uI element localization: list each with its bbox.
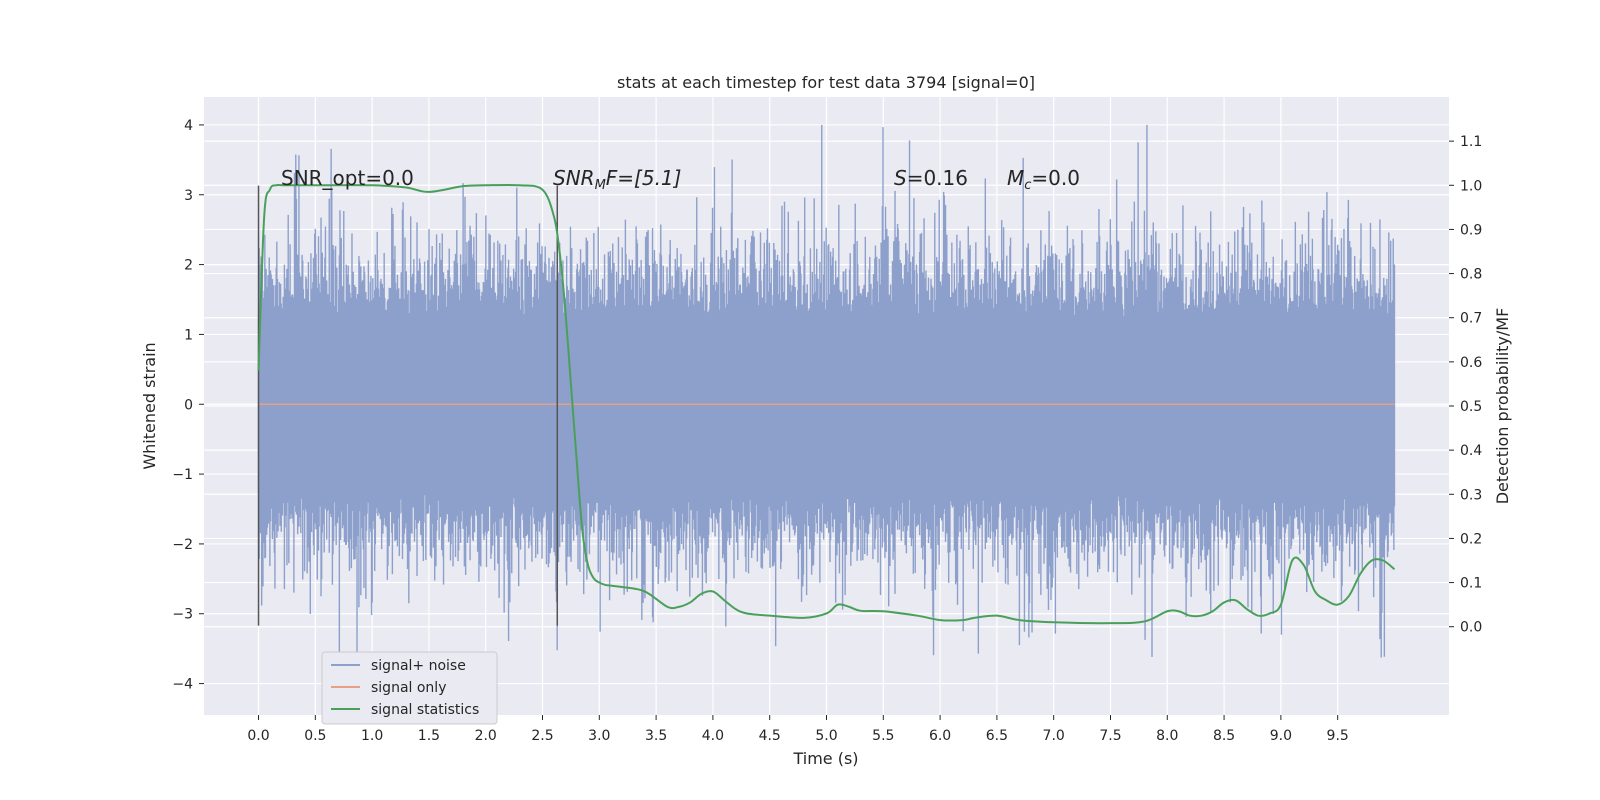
y-tick-label-right: 0.3 [1460, 487, 1482, 503]
annotation-mc-sub: c [1024, 178, 1031, 193]
x-tick-label: 5.0 [815, 728, 837, 744]
annotation-s-tail: =0.16 [907, 166, 968, 190]
x-axis-label: Time (s) [792, 749, 858, 768]
x-tick-label: 9.0 [1270, 728, 1292, 744]
axis-ticks: 0.0 0.5 1.0 1.5 2.0 2.5 3.0 3.5 4.0 4.5 5.0 5.5 6.0 6… [172, 118, 1482, 744]
signal-noise-series [257, 124, 1396, 688]
x-tick-label: 9.5 [1327, 728, 1349, 744]
y-tick-label-left: 4 [184, 118, 193, 134]
legend-label-signal-statistics: signal statistics [371, 702, 479, 718]
y-tick-label-right: 0.0 [1460, 620, 1482, 636]
legend: signal+ noise signal only signal statist… [321, 651, 498, 725]
legend-box [321, 651, 498, 725]
annotation-snr-mf-tail: F=[5.1] [606, 166, 682, 190]
y-tick-label-right: 0.7 [1460, 311, 1482, 327]
legend-label-signal-only: signal only [371, 680, 446, 696]
x-tick-label: 1.5 [418, 728, 440, 744]
y-tick-label-right: 0.4 [1460, 443, 1482, 459]
x-tick-label: 3.0 [588, 728, 610, 744]
annotation-snr-mf-sub: M [595, 178, 606, 193]
y-tick-label-right: 0.6 [1460, 355, 1482, 371]
x-tick-label: 2.5 [531, 728, 553, 744]
annotation-mc: Mc=0.0 [1007, 166, 1080, 193]
y-tick-label-left: −3 [172, 607, 193, 623]
y-tick-label-right: 0.5 [1460, 399, 1482, 415]
y-tick-label-right: 0.9 [1460, 222, 1482, 238]
annotation-s: S=0.16 [894, 166, 968, 190]
x-tick-label: 7.0 [1043, 728, 1065, 744]
x-tick-label: 0.0 [247, 728, 269, 744]
y-tick-label-left: 2 [184, 258, 193, 274]
x-tick-label: 8.5 [1213, 728, 1235, 744]
legend-label-signal-noise: signal+ noise [371, 658, 466, 674]
x-tick-label: 1.0 [361, 728, 383, 744]
y-tick-label-right: 1.0 [1460, 178, 1482, 194]
annotation-snr-mf-base: SNR [553, 166, 595, 190]
y-tick-label-right: 1.1 [1460, 134, 1482, 150]
x-tick-label: 7.5 [1099, 728, 1121, 744]
y-tick-label-left: 1 [184, 327, 193, 343]
x-tick-label: 2.0 [475, 728, 497, 744]
y-axis-label-left: Whitened strain [140, 342, 159, 469]
x-tick-label: 6.5 [986, 728, 1008, 744]
y-tick-label-right: 0.8 [1460, 267, 1482, 283]
y-tick-label-left: 0 [184, 397, 193, 413]
annotation-mc-base: M [1007, 166, 1024, 190]
y-axis-label-right: Detection probability/MF [1493, 308, 1512, 505]
chart-title: stats at each timestep for test data 379… [617, 73, 1035, 92]
x-tick-label: 4.5 [759, 728, 781, 744]
annotation-snr-opt: SNR_opt=0.0 [281, 166, 414, 190]
annotation-mc-tail: =0.0 [1031, 166, 1080, 190]
x-tick-label: 4.0 [702, 728, 724, 744]
y-tick-label-right: 0.2 [1460, 531, 1482, 547]
y-tick-label-right: 0.1 [1460, 576, 1482, 592]
x-tick-label: 3.5 [645, 728, 667, 744]
y-tick-label-left: −1 [172, 467, 193, 483]
annotation-s-base: S [894, 166, 907, 190]
y-tick-label-left: −2 [172, 537, 193, 553]
x-tick-label: 0.5 [304, 728, 326, 744]
x-tick-label: 5.5 [872, 728, 894, 744]
signal-statistics-series [257, 183, 1396, 625]
signal-statistics-line [257, 183, 1396, 625]
vertical-markers [257, 185, 559, 626]
x-tick-label: 6.0 [929, 728, 951, 744]
annotation-snr-mf: SNRMF=[5.1] [553, 166, 681, 193]
y-tick-label-left: 3 [184, 188, 193, 204]
y-tick-label-left: −4 [172, 677, 193, 693]
x-tick-label: 8.0 [1156, 728, 1178, 744]
